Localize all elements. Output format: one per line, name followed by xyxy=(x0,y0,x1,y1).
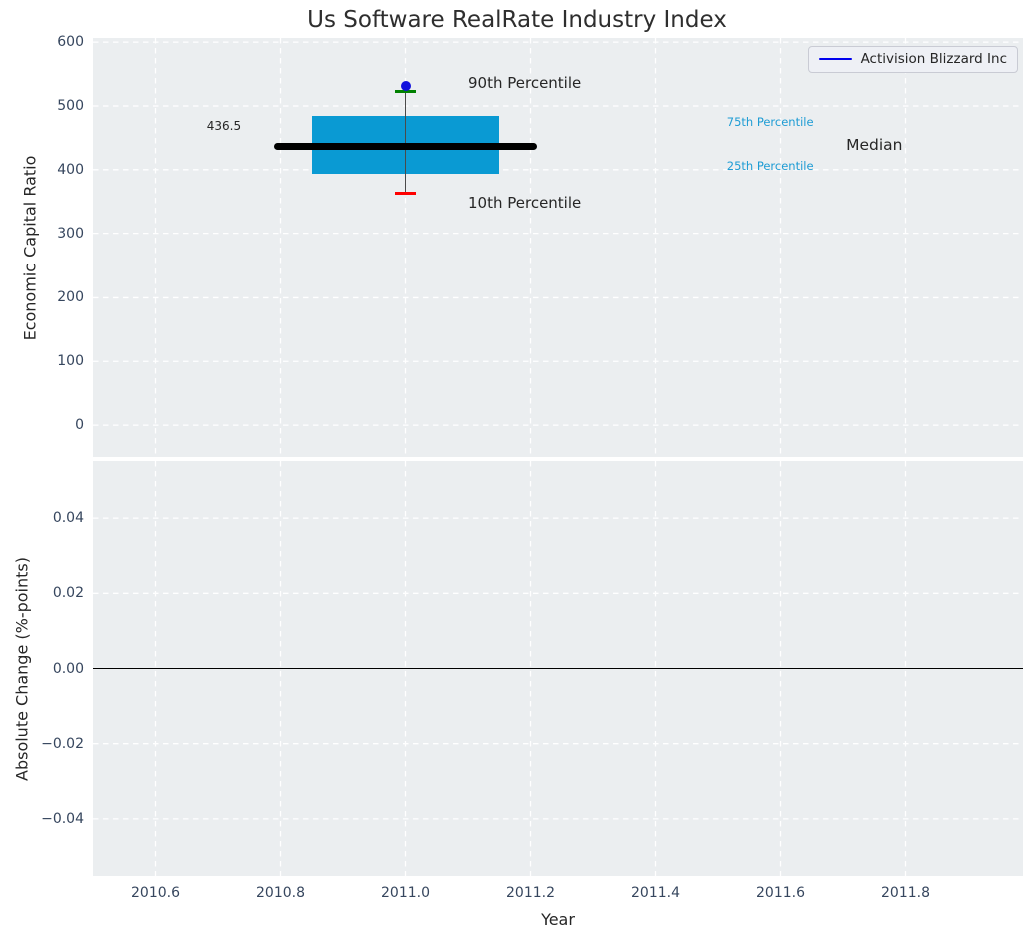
boxplot-median-line xyxy=(274,142,537,151)
annotation-median-value-label: 436.5 xyxy=(206,118,242,133)
annotation-p90-label: 90th Percentile xyxy=(468,73,582,92)
y-tick-label: 500 xyxy=(57,97,84,114)
company-data-point xyxy=(400,81,411,92)
y-tick-label: 300 xyxy=(57,225,84,242)
y-axis-label-top: Economic Capital Ratio xyxy=(20,155,40,340)
annotation-p75-label: 75th Percentile xyxy=(726,114,814,129)
y-tick-label: −0.04 xyxy=(41,810,84,827)
y-tick-label: 0 xyxy=(75,417,84,434)
annotation-p10-label: 10th Percentile xyxy=(468,193,582,212)
y-tick-label: 400 xyxy=(57,161,84,178)
legend-label: Activision Blizzard Inc xyxy=(860,51,1007,67)
x-tick-label: 2010.8 xyxy=(256,885,305,901)
x-tick-label: 2011.6 xyxy=(756,885,805,901)
legend-line-sample xyxy=(818,57,852,61)
boxplot-whisker-line xyxy=(404,91,407,194)
boxplot-90th-cap xyxy=(394,89,417,93)
annotation-p25-label: 25th Percentile xyxy=(726,158,814,173)
zero-line xyxy=(93,667,1023,670)
y-tick-label: 0.04 xyxy=(52,510,84,527)
x-tick-label: 2011.8 xyxy=(881,885,930,901)
axes-absolute-change xyxy=(93,461,1023,876)
x-axis-label: Year xyxy=(541,910,575,929)
boxplot-10th-cap xyxy=(394,191,417,195)
chart-title: Us Software RealRate Industry Index xyxy=(307,7,727,33)
annotation-median-label: Median xyxy=(846,135,903,154)
x-tick-label: 2011.4 xyxy=(631,885,680,901)
y-tick-label: 0.00 xyxy=(52,660,84,677)
gridlines-top xyxy=(93,38,1023,457)
x-tick-label: 2011.2 xyxy=(506,885,555,901)
y-tick-label: −0.02 xyxy=(41,735,84,752)
x-tick-label: 2010.6 xyxy=(131,885,180,901)
y-tick-label: 600 xyxy=(57,34,84,51)
y-tick-label: 200 xyxy=(57,289,84,306)
legend: Activision Blizzard Inc xyxy=(807,46,1018,73)
y-tick-label: 0.02 xyxy=(52,585,84,602)
x-tick-label: 2011.0 xyxy=(381,885,430,901)
axes-economic-capital-ratio: Activision Blizzard Inc 436.5 90th Percen… xyxy=(93,38,1023,457)
y-tick-label: 100 xyxy=(57,353,84,370)
